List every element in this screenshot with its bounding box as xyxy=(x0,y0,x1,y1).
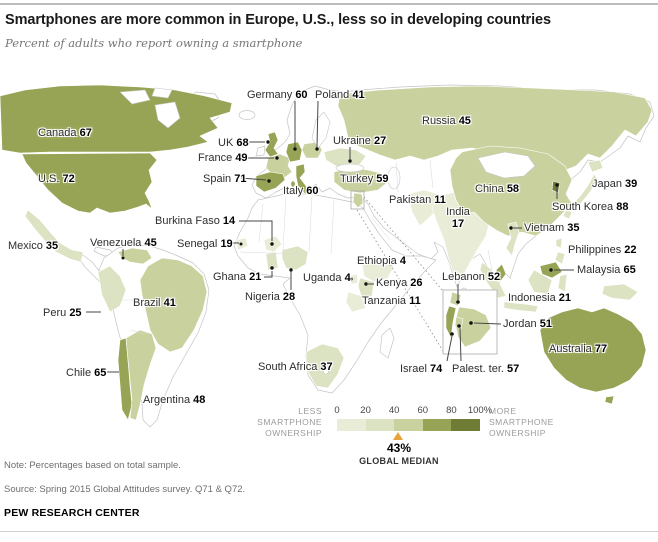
country-shape-vietnam xyxy=(505,221,520,257)
legend-more-line3: OWNERSHIP xyxy=(489,428,546,438)
legend-tick-40: 40 xyxy=(388,405,400,416)
legend-less-line3: OWNERSHIP xyxy=(265,428,322,438)
country-shape-uganda xyxy=(349,273,359,285)
inset-connector-top xyxy=(363,196,444,292)
country-shape-tanzania xyxy=(345,291,367,313)
inset-shape-israel xyxy=(445,305,457,340)
country-shape-mexico xyxy=(24,209,84,263)
global-median-arrow-icon xyxy=(393,432,403,440)
pointer-dots xyxy=(121,140,559,336)
country-shape-south-africa xyxy=(305,343,345,389)
country-shape-indonesia xyxy=(479,261,639,313)
baltic-sea xyxy=(311,111,331,149)
legend-seg-40-60 xyxy=(394,419,423,431)
water-and-unsurveyed-overlays xyxy=(119,87,536,375)
land-iceland xyxy=(238,110,256,120)
legend-more-label: MORE SMARTPHONE OWNERSHIP xyxy=(489,406,589,439)
legend-seg-20-40 xyxy=(365,419,395,431)
global-median-label: GLOBAL MEDIAN xyxy=(359,456,439,466)
mongolia xyxy=(477,151,536,179)
page-title: Smartphones are more common in Europe, U… xyxy=(5,12,551,28)
country-shape-china xyxy=(449,145,573,237)
legend-tick-0: 0 xyxy=(334,405,340,416)
land-ireland xyxy=(255,145,266,157)
brand-text: PEW RESEARCH CENTER xyxy=(4,507,140,519)
legend-color-scale xyxy=(337,419,480,431)
hudson-bay xyxy=(154,101,181,129)
country-shape-nigeria xyxy=(281,245,309,271)
bottom-divider xyxy=(0,531,658,532)
country-shape-canada xyxy=(0,84,233,154)
inset-shape-jordan xyxy=(454,306,492,348)
pointer-lines xyxy=(86,100,574,373)
legend-tick-60: 60 xyxy=(417,405,429,416)
country-shape-brazil xyxy=(139,257,208,353)
legend-tick-20: 20 xyxy=(360,405,371,416)
land-africa xyxy=(233,193,437,394)
legend-more-line2: SMARTPHONE xyxy=(489,417,554,427)
legend-seg-0-20 xyxy=(337,419,366,431)
legend-seg-80-100 xyxy=(451,419,480,431)
country-shape-ghana xyxy=(265,251,279,271)
legend-seg-60-80 xyxy=(422,419,452,431)
country-shape-japan xyxy=(562,159,604,220)
country-shape-italy xyxy=(295,163,311,195)
note-text: Note: Percentages based on total sample. xyxy=(4,460,181,471)
legend-less-line2: SMARTPHONE xyxy=(257,417,322,427)
arctic-island-2 xyxy=(151,87,173,99)
country-shape-us xyxy=(21,152,158,214)
legend-more-line1: MORE xyxy=(489,406,517,416)
lesotho xyxy=(323,369,329,375)
country-shape-philippines xyxy=(554,237,566,265)
global-median-value: 43% xyxy=(386,441,412,455)
top-divider xyxy=(0,3,658,5)
legend-axis-ticks: 0 20 40 60 80 100% xyxy=(334,405,492,417)
levant-inset xyxy=(350,190,498,355)
country-shape-france xyxy=(265,153,293,179)
country-shape-ethiopia xyxy=(361,259,395,283)
source-text: Source: Spring 2015 Global Attitudes sur… xyxy=(4,484,246,495)
country-shape-spain xyxy=(255,171,286,193)
legend-less-label: LESS SMARTPHONE OWNERSHIP xyxy=(230,406,322,439)
legend-less-line1: LESS xyxy=(298,406,322,416)
levant-source-box xyxy=(350,190,365,210)
page-subtitle: Percent of adults who report owning a sm… xyxy=(5,36,303,50)
legend-tick-100: 100% xyxy=(467,405,493,416)
inset-shape-palest-ter xyxy=(454,316,464,330)
interior-borders xyxy=(120,159,493,335)
country-shape-levant-actual xyxy=(352,192,364,209)
black-sea xyxy=(335,163,365,173)
country-shape-peru xyxy=(97,265,127,313)
arctic-island xyxy=(119,89,151,105)
country-shape-argentina xyxy=(125,329,157,421)
land-madagascar xyxy=(379,327,395,359)
country-shape-germany xyxy=(285,141,303,163)
country-shape-kenya xyxy=(357,277,375,299)
country-shape-australia xyxy=(539,307,647,405)
country-shape-uk xyxy=(264,131,279,158)
caspian-sea xyxy=(387,166,401,190)
surveyed-countries xyxy=(0,84,653,421)
country-shape-ukraine xyxy=(323,147,367,169)
legend-tick-80: 80 xyxy=(446,405,457,416)
country-shape-sardinia xyxy=(290,180,296,188)
